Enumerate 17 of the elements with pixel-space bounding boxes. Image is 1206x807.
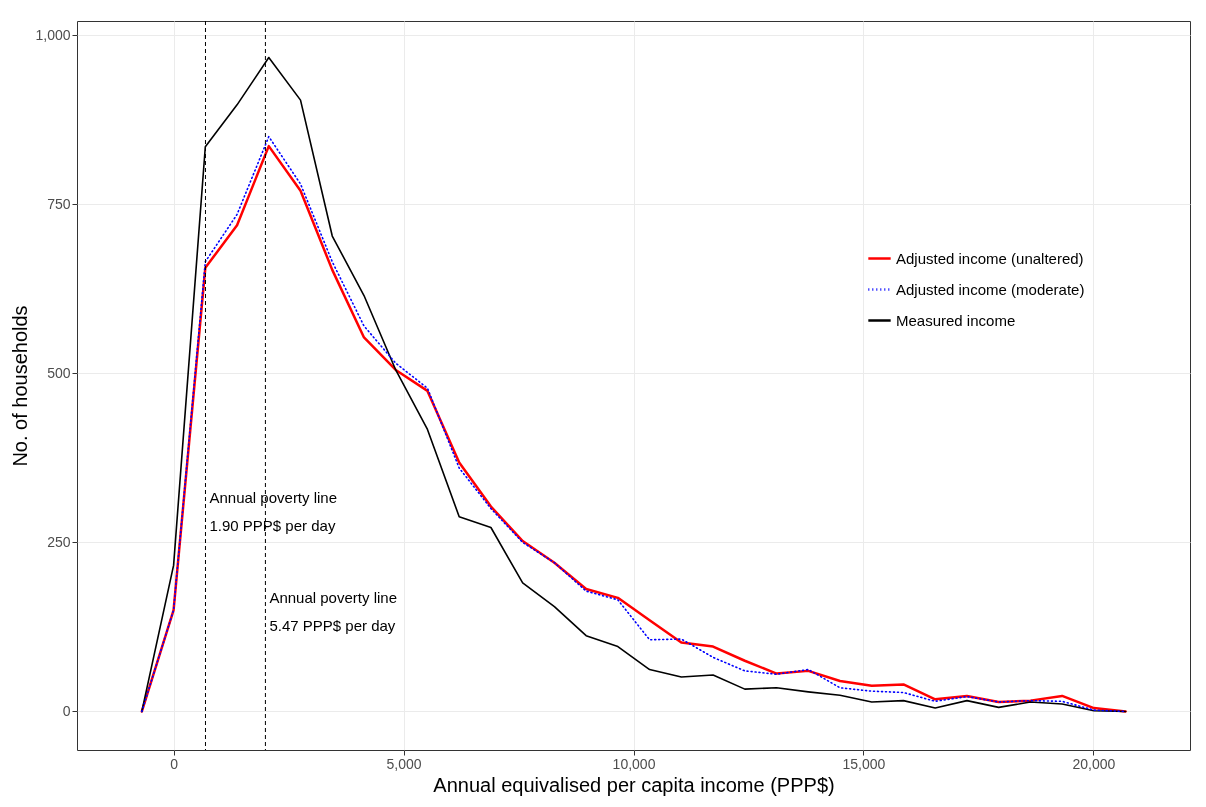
x-tick-label: 15,000 <box>842 755 886 772</box>
x-axis-title: Annual equivalised per capita income (PPP$) <box>433 773 835 796</box>
y-tick-label: 250 <box>47 533 71 550</box>
legend-label: Adjusted income (unaltered) <box>896 249 1084 267</box>
x-tick-label: 10,000 <box>612 755 656 772</box>
y-tick-label: 1,000 <box>35 26 71 43</box>
x-tick-label: 20,000 <box>1072 755 1116 772</box>
y-tick-label: 0 <box>62 702 71 719</box>
legend-label: Measured income <box>896 311 1016 329</box>
y-axis-title: No. of households <box>9 305 32 467</box>
legend-label: Adjusted income (moderate) <box>896 280 1085 298</box>
ref-line-label: Annual poverty line 1.90 PPP$ per day <box>209 489 338 534</box>
x-tick-label: 5,000 <box>386 755 422 772</box>
y-tick-label: 750 <box>47 195 71 212</box>
ref-line-label: Annual poverty line 5.47 PPP$ per day <box>269 589 397 634</box>
x-tick-label: 0 <box>170 755 179 772</box>
y-tick-label: 500 <box>47 364 71 381</box>
